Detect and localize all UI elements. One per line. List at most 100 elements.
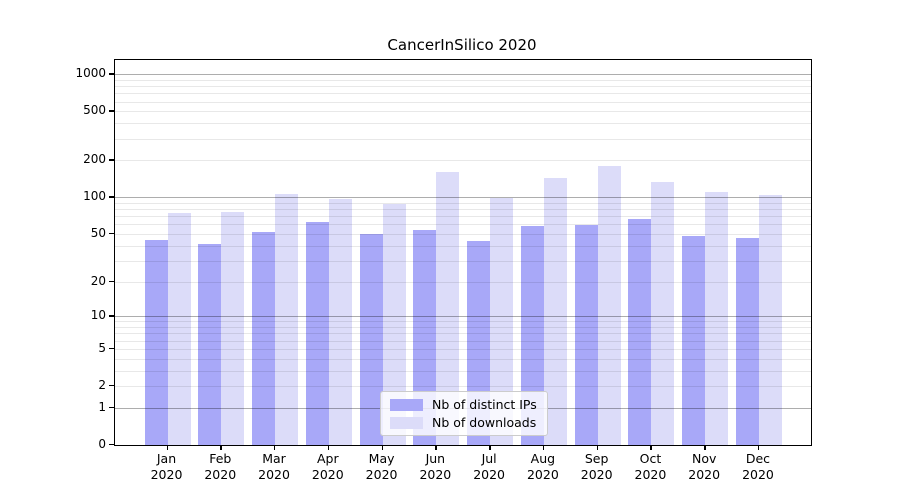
y-tick-mark: [109, 233, 114, 235]
y-tick-label: 100: [83, 189, 106, 204]
legend-item-downloads: Nb of downloads: [390, 415, 537, 430]
x-tick-mark: [489, 445, 491, 450]
y-tick-mark: [109, 110, 114, 112]
y-tick-mark: [109, 73, 114, 75]
y-tick-label: 1: [98, 399, 106, 414]
gridline-minor: [115, 111, 811, 113]
y-tick-label: 0: [98, 437, 106, 451]
x-tick-mark: [166, 445, 168, 450]
gridline-minor: [115, 358, 811, 360]
gridline-minor: [115, 138, 811, 140]
y-tick-label: 50: [90, 226, 106, 241]
legend-swatch-distinct-ips: [390, 398, 423, 411]
gridline-minor: [115, 348, 811, 350]
x-tick-label: Mar 2020: [258, 451, 290, 482]
gridline-minor: [115, 101, 811, 103]
y-tick-label: 5: [98, 340, 106, 355]
gridline-minor: [115, 216, 811, 218]
gridline-minor: [115, 234, 811, 236]
x-tick-label: Feb 2020: [204, 451, 237, 482]
y-tick-mark: [109, 444, 114, 446]
bar-downloads-jun: [436, 172, 460, 445]
bar-distinct-ips-oct: [628, 219, 652, 445]
bar-distinct-ips-mar: [252, 231, 276, 445]
y-tick-mark: [109, 280, 114, 283]
bar-downloads-nov: [705, 191, 729, 445]
bar-downloads-feb: [221, 211, 245, 445]
bar-distinct-ips-dec: [735, 238, 759, 445]
gridline-minor: [115, 370, 811, 372]
x-tick-mark: [704, 445, 706, 450]
plot-area: [114, 59, 812, 446]
gridline-minor: [115, 79, 811, 81]
gridline-major: [115, 74, 811, 76]
gridline-minor: [115, 327, 811, 329]
gridline-minor: [115, 340, 811, 342]
y-tick-label: 200: [83, 152, 106, 167]
legend: Nb of distinct IPs Nb of downloads: [380, 391, 548, 436]
legend-item-distinct-ips: Nb of distinct IPs: [390, 397, 537, 412]
gridline-minor: [115, 93, 811, 95]
gridline-major: [115, 197, 811, 199]
x-tick-mark: [542, 445, 545, 450]
bar-downloads-oct: [651, 181, 675, 445]
x-tick-mark: [757, 445, 760, 450]
gridline-minor: [115, 209, 811, 211]
x-tick-mark: [596, 445, 599, 450]
y-tick-mark: [109, 406, 114, 409]
y-tick-label: 1000: [75, 66, 106, 81]
y-tick-label: 2: [98, 378, 106, 393]
x-tick-mark: [435, 445, 437, 450]
x-tick-label: Apr 2020: [311, 451, 344, 482]
bar-downloads-dec: [758, 194, 782, 445]
x-tick-mark: [220, 445, 222, 450]
x-tick-mark: [381, 445, 383, 450]
gridline-minor: [115, 245, 811, 247]
x-tick-label: Dec 2020: [742, 451, 774, 482]
gridline-minor: [115, 202, 811, 204]
bar-downloads-jul: [490, 198, 514, 445]
gridline-minor: [115, 224, 811, 226]
bar-downloads-apr: [328, 198, 352, 445]
gridline-minor: [115, 321, 811, 323]
gridline-minor: [115, 386, 811, 388]
y-tick-mark: [109, 385, 114, 387]
x-tick-label: May 2020: [365, 451, 398, 482]
legend-label-distinct-ips: Nb of distinct IPs: [432, 397, 537, 412]
bar-distinct-ips-jan: [144, 239, 168, 445]
bar-downloads-may: [382, 203, 406, 445]
bar-downloads-mar: [275, 193, 299, 445]
gridline-minor: [115, 260, 811, 262]
x-tick-label: Jun 2020: [419, 451, 452, 482]
gridline-minor: [115, 160, 811, 162]
x-tick-mark: [650, 445, 652, 450]
x-tick-mark: [274, 445, 276, 450]
gridline-minor: [115, 281, 811, 283]
x-tick-label: Aug 2020: [526, 451, 559, 482]
bar-distinct-ips-may: [359, 234, 383, 445]
bar-distinct-ips-aug: [520, 226, 544, 445]
legend-swatch-downloads: [390, 416, 423, 429]
y-tick-mark: [109, 159, 114, 161]
bar-distinct-ips-apr: [305, 221, 329, 445]
bar-downloads-jan: [167, 212, 191, 445]
x-tick-mark: [327, 445, 330, 450]
bar-distinct-ips-sep: [574, 225, 598, 445]
legend-label-downloads: Nb of downloads: [432, 415, 537, 430]
y-tick-mark: [109, 347, 114, 350]
gridline-minor: [115, 123, 811, 125]
y-tick-mark: [109, 196, 114, 198]
y-tick-label: 10: [90, 308, 106, 323]
x-tick-label: Jan 2020: [150, 451, 183, 482]
y-tick-mark: [109, 315, 114, 317]
bar-distinct-ips-feb: [198, 244, 222, 445]
x-tick-label: Sep 2020: [580, 451, 613, 482]
gridline-major: [115, 316, 811, 318]
bar-downloads-sep: [597, 166, 621, 445]
y-tick-label: 500: [83, 103, 106, 118]
chart-title: CancerInSilico 2020: [387, 36, 537, 54]
x-tick-label: Jul 2020: [473, 451, 506, 482]
x-tick-label: Oct 2020: [634, 451, 667, 482]
gridline-minor: [115, 86, 811, 88]
